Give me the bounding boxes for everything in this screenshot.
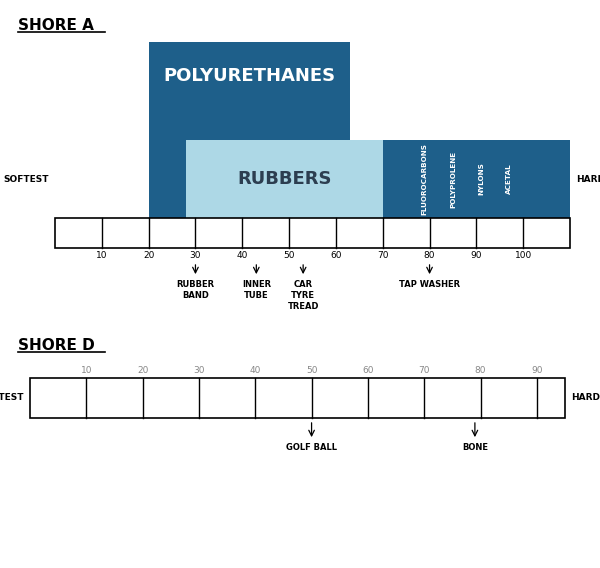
Text: 80: 80 [424,251,435,260]
Text: ACETAL: ACETAL [506,164,512,194]
Text: 60: 60 [362,366,374,375]
Text: 20: 20 [137,366,148,375]
Text: 100: 100 [515,251,532,260]
Text: 10: 10 [80,366,92,375]
Text: 40: 40 [236,251,248,260]
Text: RUBBERS: RUBBERS [237,170,332,188]
Bar [149,140,570,218]
Text: HARDEST: HARDEST [576,174,600,183]
Text: 10: 10 [96,251,107,260]
Text: GOLF BALL: GOLF BALL [286,443,337,452]
Text: 30: 30 [193,366,205,375]
Text: 30: 30 [190,251,201,260]
Text: 90: 90 [531,366,542,375]
Text: 70: 70 [418,366,430,375]
Text: 40: 40 [250,366,261,375]
Text: POLYURETHANES: POLYURETHANES [163,67,335,85]
Bar [186,140,383,218]
Text: SOFTEST: SOFTEST [0,394,24,403]
Text: TAP WASHER: TAP WASHER [399,280,460,289]
Text: FLUOROCARBONS: FLUOROCARBONS [422,143,428,215]
Text: INNER
TUBE: INNER TUBE [242,280,271,300]
Text: 60: 60 [330,251,341,260]
Text: 70: 70 [377,251,388,260]
Text: BONE: BONE [462,443,488,452]
Text: SOFTEST: SOFTEST [4,174,49,183]
Text: 20: 20 [143,251,154,260]
Text: 50: 50 [283,251,295,260]
Text: 50: 50 [306,366,317,375]
Text: HARDEST: HARDEST [571,394,600,403]
Text: 90: 90 [470,251,482,260]
Bar [30,378,565,418]
Text: CAR
TYRE
TREAD: CAR TYRE TREAD [287,280,319,311]
Text: RUBBER
BAND: RUBBER BAND [176,280,215,300]
Text: 80: 80 [475,366,486,375]
Text: SHORE A: SHORE A [18,18,94,33]
Text: NYLONS: NYLONS [478,162,484,195]
Text: POLYPROLENE: POLYPROLENE [450,151,456,207]
Text: SHORE D: SHORE D [18,338,95,353]
Bar [55,218,570,248]
Bar [149,42,350,140]
